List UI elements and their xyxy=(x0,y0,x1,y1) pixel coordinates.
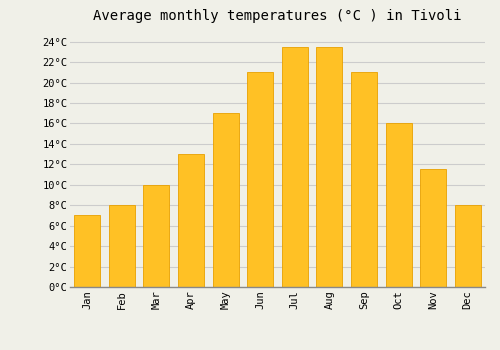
Bar xyxy=(420,169,446,287)
Bar xyxy=(351,72,377,287)
Bar xyxy=(316,47,342,287)
Bar xyxy=(109,205,135,287)
Bar xyxy=(282,47,308,287)
Title: Average monthly temperatures (°C ) in Tivoli: Average monthly temperatures (°C ) in Ti… xyxy=(93,9,462,23)
Bar xyxy=(247,72,273,287)
Bar xyxy=(74,216,101,287)
Bar xyxy=(386,124,411,287)
Bar xyxy=(212,113,238,287)
Bar xyxy=(178,154,204,287)
Bar xyxy=(454,205,480,287)
Bar xyxy=(144,185,170,287)
